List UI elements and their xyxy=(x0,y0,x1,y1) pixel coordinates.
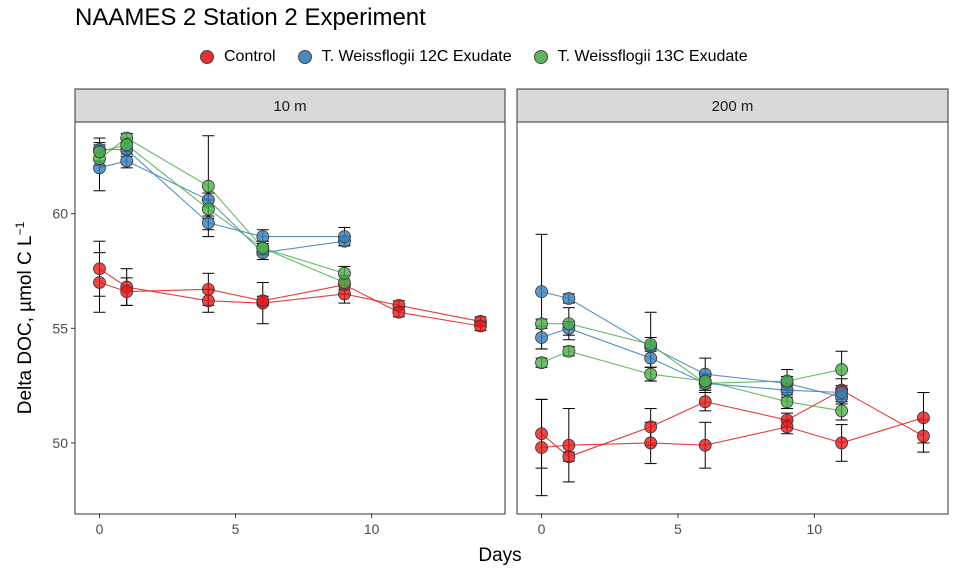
data-point-control xyxy=(644,436,658,450)
x-tick-label: 5 xyxy=(232,521,240,537)
legend-label-13c-exudate: T. Weissflogii 13C Exudate xyxy=(557,48,748,65)
x-axis-title: Days xyxy=(478,545,521,566)
data-point-control xyxy=(256,294,270,308)
data-point-t-weissflogii-12c-exudate xyxy=(256,230,270,244)
x-tick-label: 10 xyxy=(807,521,823,537)
panels: 10 m 0 5 10 200 m 0 5 10 xyxy=(74,88,949,537)
y-axis: 50 55 60 xyxy=(52,206,75,451)
data-point-t-weissflogii-12c-exudate xyxy=(562,292,576,305)
facet-strip-label: 200 m xyxy=(712,98,754,115)
legend: Control T. Weissflogii 12C Exudate T. We… xyxy=(200,46,748,68)
facet-strip-label: 10 m xyxy=(273,98,306,115)
data-point-t-weissflogii-12c-exudate xyxy=(535,331,548,344)
data-point-control xyxy=(120,285,134,299)
data-point-t-weissflogii-13c-exudate xyxy=(644,367,658,381)
data-point-t-weissflogii-13c-exudate xyxy=(535,356,548,370)
data-point-control xyxy=(201,294,215,308)
data-point-t-weissflogii-12c-exudate xyxy=(120,154,134,168)
data-point-control xyxy=(474,319,487,333)
legend-label-12c-exudate: T. Weissflogii 12C Exudate xyxy=(321,48,512,65)
data-point-t-weissflogii-12c-exudate xyxy=(535,285,548,299)
panel-background xyxy=(517,122,948,514)
data-point-t-weissflogii-13c-exudate xyxy=(93,145,106,159)
data-point-t-weissflogii-13c-exudate xyxy=(535,317,548,331)
data-point-t-weissflogii-13c-exudate xyxy=(201,202,215,216)
panel-10-m: 10 m 0 5 10 xyxy=(74,88,506,537)
data-point-t-weissflogii-13c-exudate xyxy=(256,241,270,255)
panel-200-m: 200 m 0 5 10 xyxy=(516,88,949,537)
facet-strip xyxy=(74,88,506,123)
data-point-t-weissflogii-13c-exudate xyxy=(698,374,712,388)
data-point-t-weissflogii-13c-exudate xyxy=(120,138,134,152)
legend-item-13c-exudate: T. Weissflogii 13C Exudate xyxy=(533,48,748,66)
data-point-t-weissflogii-12c-exudate xyxy=(201,216,215,230)
x-tick-label: 5 xyxy=(674,521,682,537)
legend-key-13c-exudate xyxy=(533,50,548,64)
data-point-control xyxy=(917,429,930,443)
x-tick-label: 0 xyxy=(538,521,546,537)
data-point-control xyxy=(780,420,794,434)
facet-strip xyxy=(516,88,949,123)
y-tick-label: 50 xyxy=(52,435,68,451)
data-point-control xyxy=(201,282,215,296)
data-point-control xyxy=(562,450,576,464)
data-point-t-weissflogii-13c-exudate xyxy=(780,395,794,409)
panel-border xyxy=(74,121,506,515)
legend-key-12c-exudate xyxy=(297,50,312,64)
x-tick-label: 0 xyxy=(96,521,104,537)
data-point-t-weissflogii-12c-exudate xyxy=(835,386,849,399)
x-tick-label: 10 xyxy=(364,521,380,537)
y-axis-title-superscript: −1 xyxy=(13,221,27,235)
y-axis-title: Delta DOC, µmol C L−1 xyxy=(13,221,36,414)
data-point-control xyxy=(392,305,406,319)
data-point-t-weissflogii-13c-exudate xyxy=(338,266,351,280)
data-point-control xyxy=(93,262,106,276)
y-axis-title-main: Delta DOC, µmol C L xyxy=(15,235,36,414)
chart-title: NAAMES 2 Station 2 Experiment xyxy=(75,4,426,31)
data-point-control xyxy=(535,441,548,454)
data-point-control xyxy=(562,438,576,452)
panel-border xyxy=(516,121,949,515)
data-point-t-weissflogii-12c-exudate xyxy=(338,230,351,244)
data-point-control xyxy=(535,427,548,441)
data-point-control xyxy=(698,395,712,409)
data-point-t-weissflogii-12c-exudate xyxy=(644,351,658,365)
data-point-control xyxy=(917,411,930,425)
data-point-control xyxy=(835,436,849,450)
legend-label-control: Control xyxy=(224,48,276,65)
y-tick-label: 60 xyxy=(52,206,68,222)
panel-background xyxy=(75,122,505,514)
data-point-t-weissflogii-13c-exudate xyxy=(780,374,794,388)
data-point-t-weissflogii-13c-exudate xyxy=(835,404,849,418)
data-point-control xyxy=(93,276,106,289)
legend-key-control xyxy=(200,50,214,64)
legend-item-control: Control xyxy=(200,48,276,66)
legend-item-12c-exudate: T. Weissflogii 12C Exudate xyxy=(297,48,512,66)
data-point-control xyxy=(698,438,712,452)
data-point-t-weissflogii-13c-exudate xyxy=(562,344,576,358)
y-tick-label: 55 xyxy=(52,320,68,336)
data-point-t-weissflogii-13c-exudate xyxy=(201,179,215,193)
data-point-control xyxy=(644,420,658,434)
data-point-t-weissflogii-13c-exudate xyxy=(644,337,658,351)
data-point-t-weissflogii-13c-exudate xyxy=(562,317,576,331)
data-point-t-weissflogii-13c-exudate xyxy=(835,363,849,376)
